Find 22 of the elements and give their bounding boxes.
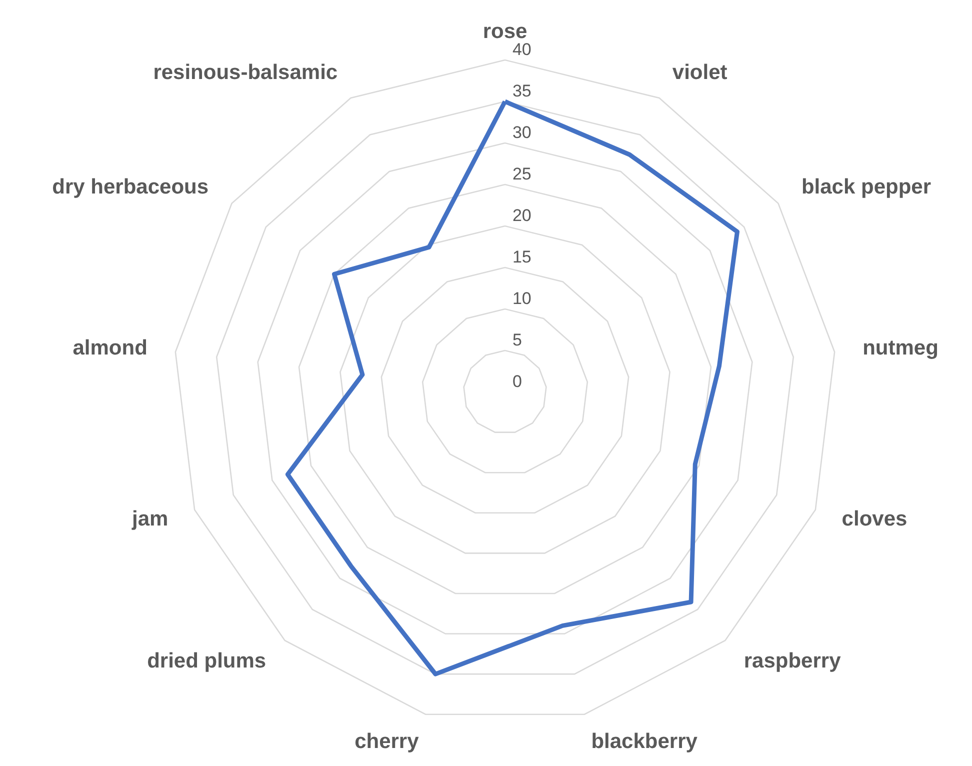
spoke-label: cherry <box>354 730 420 753</box>
spoke-label: violet <box>672 61 728 84</box>
y-tick-label: 0 <box>512 372 522 391</box>
spoke-label: nutmeg <box>862 336 938 360</box>
spoke-label: resinous-balsamic <box>153 61 338 84</box>
spoke-label: rose <box>482 20 528 43</box>
y-tick-label: 40 <box>512 40 532 59</box>
spoke-label: raspberry <box>744 650 842 673</box>
y-tick-label: 15 <box>512 248 532 266</box>
spoke-label: cloves <box>842 508 908 531</box>
y-tick-label: 25 <box>512 164 532 184</box>
y-tick-label: 10 <box>512 289 532 308</box>
spoke-label: dried plums <box>147 650 266 673</box>
spoke-label: jam <box>131 508 168 531</box>
y-tick-label: 30 <box>512 123 532 142</box>
spoke-label: blackberry <box>591 730 698 753</box>
spoke-label: black pepper <box>801 175 932 198</box>
y-tick-label: 35 <box>512 82 532 100</box>
y-tick-label: 5 <box>512 330 522 350</box>
y-tick-label: 20 <box>512 206 532 225</box>
spoke-label: dry herbaceous <box>52 175 209 198</box>
spoke-label: almond <box>72 336 148 360</box>
